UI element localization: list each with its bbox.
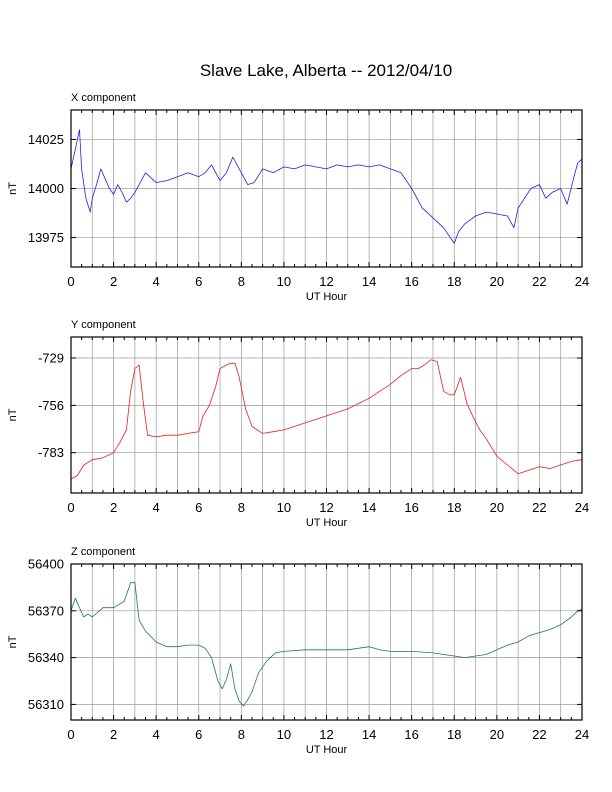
x-tick-label: 10: [277, 500, 291, 515]
x-tick-label: 10: [277, 274, 291, 289]
y-tick-label: 56370: [28, 603, 64, 618]
x-tick-label: 16: [404, 274, 418, 289]
x-tick-label: 12: [319, 500, 333, 515]
z-component-xlabel: UT Hour: [306, 744, 348, 756]
x-tick-label: 10: [277, 727, 291, 742]
x-tick-label: 18: [447, 500, 461, 515]
x-tick-label: 8: [238, 727, 245, 742]
x-tick-label: 24: [575, 727, 589, 742]
x-tick-label: 24: [575, 500, 589, 515]
x-component-series-line: [70, 129, 583, 244]
x-tick-label: 0: [67, 727, 74, 742]
x-component-ylabel: nT: [7, 182, 19, 195]
x-tick-label: 2: [110, 274, 117, 289]
x-tick-label: 22: [532, 727, 546, 742]
x-tick-label: 12: [319, 274, 333, 289]
y-component-series-line: [70, 359, 583, 480]
y-tick-label: -756: [38, 398, 64, 413]
y-tick-label: 14000: [28, 181, 64, 196]
x-tick-label: 8: [238, 274, 245, 289]
y-tick-label: 56340: [28, 650, 64, 665]
y-tick-label: 56400: [28, 557, 64, 572]
x-tick-label: 16: [404, 500, 418, 515]
x-component-xlabel: UT Hour: [306, 291, 348, 303]
y-tick-label: -783: [38, 445, 64, 460]
y-component-ylabel: nT: [7, 408, 19, 421]
y-tick-label: 14025: [28, 132, 64, 147]
x-tick-label: 0: [67, 500, 74, 515]
x-tick-label: 20: [490, 274, 504, 289]
x-tick-label: 6: [195, 274, 202, 289]
x-tick-label: 18: [447, 727, 461, 742]
z-component-title: Z component: [71, 546, 135, 558]
x-tick-label: 18: [447, 274, 461, 289]
x-tick-label: 16: [404, 727, 418, 742]
z-component-series-line: [70, 582, 583, 707]
x-tick-label: 20: [490, 727, 504, 742]
y-component-title: Y component: [71, 319, 136, 331]
x-tick-label: 14: [362, 274, 376, 289]
x-tick-label: 6: [195, 727, 202, 742]
y-component-xlabel: UT Hour: [306, 517, 348, 529]
y-tick-label: 13975: [28, 230, 64, 245]
x-tick-label: 6: [195, 500, 202, 515]
x-tick-label: 22: [532, 500, 546, 515]
x-tick-label: 4: [153, 727, 160, 742]
x-tick-label: 2: [110, 727, 117, 742]
x-tick-label: 8: [238, 500, 245, 515]
y-tick-label: 56310: [28, 697, 64, 712]
x-tick-label: 20: [490, 500, 504, 515]
x-tick-label: 4: [153, 500, 160, 515]
z-component-ylabel: nT: [7, 635, 19, 648]
x-tick-label: 4: [153, 274, 160, 289]
x-tick-label: 24: [575, 274, 589, 289]
x-tick-label: 14: [362, 727, 376, 742]
x-tick-label: 22: [532, 274, 546, 289]
x-tick-label: 0: [67, 274, 74, 289]
x-tick-label: 2: [110, 500, 117, 515]
x-component-title: X component: [71, 92, 136, 104]
x-tick-label: 12: [319, 727, 333, 742]
chart-title: Slave Lake, Alberta -- 2012/04/10: [200, 61, 452, 80]
y-tick-label: -729: [38, 351, 64, 366]
x-tick-label: 14: [362, 500, 376, 515]
